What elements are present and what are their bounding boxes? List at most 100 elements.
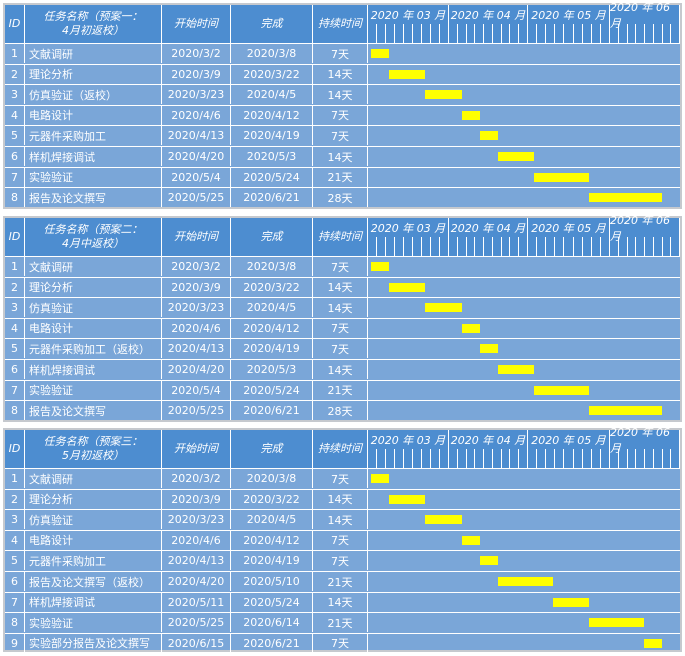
gantt-track: [368, 168, 680, 187]
week-tick: [671, 449, 680, 468]
task-row: 5 元器件采购加工（返校） 2020/4/13 2020/4/19 7天: [5, 338, 680, 359]
week-tick: [386, 237, 395, 256]
task-end: 2020/4/5: [231, 510, 313, 530]
task-end: 2020/6/21: [231, 401, 313, 421]
gantt-bar: [370, 262, 389, 271]
task-duration: 21天: [313, 380, 368, 400]
task-end: 2020/4/12: [231, 318, 313, 338]
task-end: 2020/3/8: [231, 44, 313, 63]
task-start: 2020/4/13: [162, 339, 231, 359]
week-tick: [368, 237, 377, 256]
month-label: 2020 年 06 月: [610, 426, 680, 455]
gantt-bar: [479, 556, 498, 566]
week-tick: [546, 449, 556, 468]
task-start: 2020/4/20: [162, 360, 231, 379]
week-tick: [592, 449, 601, 468]
task-start: 2020/3/9: [162, 489, 231, 509]
task-row: 1 文献调研 2020/3/2 2020/3/8 7天: [5, 468, 680, 488]
task-duration: 28天: [313, 188, 368, 208]
week-tick: [564, 449, 574, 468]
week-tick: [377, 237, 386, 256]
task-name: 实验验证: [25, 380, 162, 400]
task-duration: 7天: [313, 339, 368, 359]
gantt-bar: [388, 69, 426, 79]
task-row: 4 电路设计 2020/4/6 2020/4/12 7天: [5, 529, 680, 550]
week-tick: [510, 449, 520, 468]
week-tick: [663, 449, 672, 468]
header-duration: 持续时间: [313, 430, 368, 468]
week-tick: [654, 449, 663, 468]
task-end: 2020/3/8: [231, 469, 313, 488]
week-tick: [449, 237, 458, 256]
task-name: 元器件采购加工: [25, 126, 162, 146]
gantt-track: [368, 298, 680, 317]
task-duration: 21天: [313, 613, 368, 633]
task-end: 2020/5/24: [231, 167, 313, 187]
task-duration: 7天: [313, 551, 368, 571]
task-row: 4 电路设计 2020/4/6 2020/4/12 7天: [5, 104, 680, 125]
task-id: 5: [5, 126, 25, 146]
header-task-name: 任务名称（预案一： 4月初返校）: [25, 5, 162, 43]
task-duration: 14天: [313, 510, 368, 530]
gantt-track: [368, 613, 680, 632]
week-tick: [583, 237, 592, 256]
task-start: 2020/3/23: [162, 85, 231, 105]
task-name: 元器件采购加工: [25, 551, 162, 571]
task-id: 8: [5, 401, 25, 421]
table-header: ID 任务名称（预案三： 5月初返校） 开始时间 完成 持续时间 2020 年 03 月 20…: [5, 426, 680, 468]
week-tick: [449, 449, 458, 468]
gantt-track: [368, 278, 680, 297]
task-row: 8 报告及论文撰写 2020/5/25 2020/6/21 28天: [5, 400, 680, 421]
header-id: ID: [5, 430, 25, 468]
task-id: 3: [5, 298, 25, 318]
task-name: 样机焊接调试: [25, 360, 162, 379]
header-start-time: 开始时间: [162, 218, 231, 256]
task-start: 2020/3/23: [162, 298, 231, 318]
task-end: 2020/6/21: [231, 188, 313, 208]
task-id: 4: [5, 530, 25, 550]
gantt-track: [368, 126, 680, 145]
week-tick: [377, 24, 386, 43]
task-end: 2020/3/8: [231, 257, 313, 276]
week-tick: [610, 24, 619, 43]
task-name: 电路设计: [25, 318, 162, 338]
week-tick: [628, 237, 637, 256]
task-end: 2020/4/19: [231, 126, 313, 146]
task-id: 8: [5, 613, 25, 633]
task-row: 7 实验验证 2020/5/4 2020/5/24 21天: [5, 379, 680, 400]
task-start: 2020/3/2: [162, 469, 231, 488]
gantt-track: [368, 188, 680, 207]
week-tick: [601, 237, 610, 256]
week-tick: [663, 24, 672, 43]
gantt-bar: [643, 638, 662, 648]
task-id: 1: [5, 257, 25, 276]
week-tick: [619, 449, 628, 468]
week-tick: [671, 237, 680, 256]
week-tick: [458, 237, 467, 256]
gantt-track: [368, 319, 680, 338]
week-tick: [628, 449, 637, 468]
task-duration: 14天: [313, 277, 368, 297]
header-task-name-text: 任务名称（预案一： 4月初返校）: [44, 10, 143, 38]
week-tick: [601, 24, 610, 43]
week-tick: [671, 24, 680, 43]
task-row: 4 电路设计 2020/4/6 2020/4/12 7天: [5, 317, 680, 338]
task-name: 样机焊接调试: [25, 592, 162, 612]
plan-table: ID 任务名称（预案一： 4月初返校） 开始时间 完成 持续时间 2020 年 03 月 20…: [3, 1, 682, 209]
month-label: 2020 年 05 月: [528, 218, 610, 237]
week-tick: [583, 24, 592, 43]
task-row: 9 实验部分报告及论文撰写 2020/6/15 2020/6/21 7天: [5, 632, 680, 653]
week-tick: [368, 449, 377, 468]
week-tick: [574, 24, 583, 43]
task-name: 理论分析: [25, 277, 162, 297]
task-start: 2020/4/13: [162, 126, 231, 146]
task-start: 2020/4/6: [162, 318, 231, 338]
task-id: 7: [5, 592, 25, 612]
task-id: 3: [5, 510, 25, 530]
task-duration: 14天: [313, 360, 368, 379]
task-name: 理论分析: [25, 64, 162, 84]
table-header: ID 任务名称（预案一： 4月初返校） 开始时间 完成 持续时间 2020 年 03 月 20…: [5, 1, 680, 43]
gantt-track: [368, 510, 680, 529]
week-tick: [431, 449, 440, 468]
task-start: 2020/4/6: [162, 530, 231, 550]
